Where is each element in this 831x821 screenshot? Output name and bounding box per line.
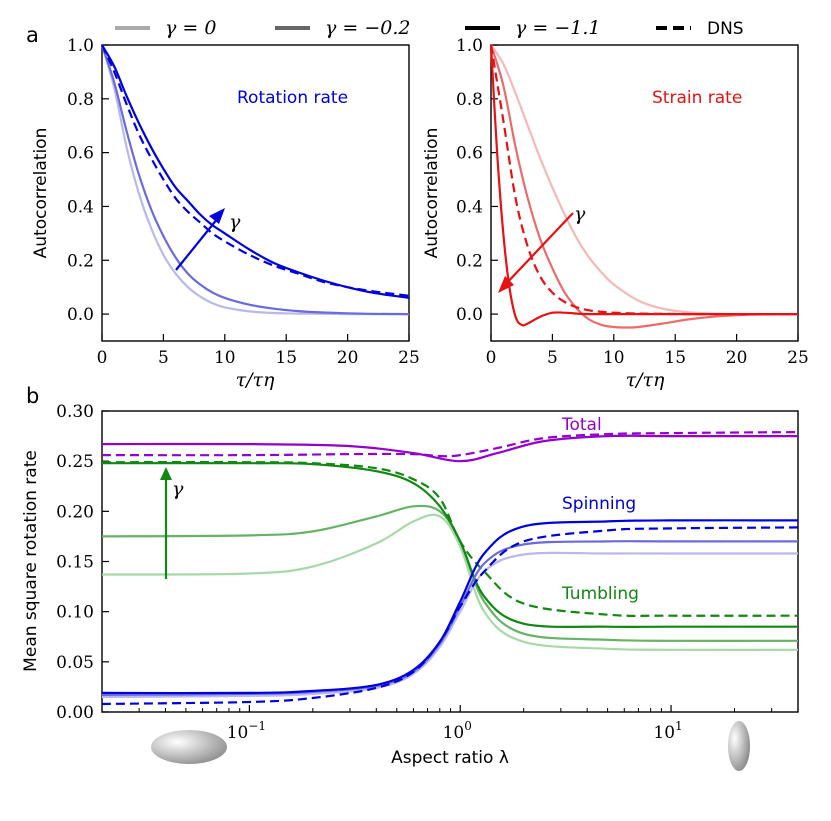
series-line-gamma-1-1 — [489, 44, 798, 327]
x-tick-label: 10 — [603, 348, 625, 368]
y-tick-label: 1.0 — [67, 36, 94, 56]
x-axis-ticks: 10−1 100 101 — [101, 705, 799, 743]
y-tick-label: 0.30 — [56, 402, 94, 422]
y-axis-ticks: 0.0 0.2 0.4 0.6 0.8 1.0 — [67, 36, 109, 325]
gamma-arrow — [175, 212, 223, 271]
prolate-spheroid-icon — [728, 721, 750, 771]
x-tick-label: 10−1 — [227, 719, 266, 743]
x-tick-label: 20 — [337, 348, 359, 368]
x-tick-label: 15 — [275, 348, 297, 368]
y-tick-label: 0.0 — [67, 305, 94, 325]
x-tick-label: 5 — [158, 348, 169, 368]
series-line-gamma-0 — [100, 44, 409, 316]
y-axis-label: Autocorrelation — [31, 128, 51, 259]
strain-rate-label: Strain rate — [652, 88, 742, 108]
y-tick-label: 0.15 — [56, 553, 94, 573]
gamma-arrow-head — [209, 208, 225, 224]
legend-label-gamma-0: γ = 0 — [165, 17, 216, 39]
y-tick-label: 0.05 — [56, 653, 94, 673]
series-line-total-gamma-1-1 — [101, 434, 798, 463]
gamma-arrow-label: γ — [229, 211, 241, 233]
y-tick-label: 0.8 — [456, 90, 483, 110]
gamma-arrow-label: γ — [172, 478, 184, 500]
series-line-gamma-0 — [490, 44, 798, 316]
rotation-rate-vs-aspect-ratio-chart: 10−1 100 101 0.000.050.100.150.200.250.30 … — [21, 402, 799, 771]
x-axis-label: τ/τη — [626, 369, 665, 391]
y-tick-label: 1.0 — [456, 36, 483, 56]
y-tick-label: 0.4 — [456, 197, 483, 217]
x-tick-label: 5 — [547, 348, 558, 368]
y-axis-ticks: 0.00 0.05 0.10 0.15 0.20 0.25 0.30 — [56, 402, 109, 723]
series-line-tumbling-gamma-0 — [101, 513, 799, 651]
x-axis-label: τ/τη — [236, 369, 275, 391]
total-label: Total — [561, 415, 602, 435]
x-tick-label: 25 — [398, 348, 420, 368]
series-line-total-dns — [101, 431, 799, 458]
gamma-arrow-head — [160, 467, 172, 480]
series-line-spinning-dns — [101, 526, 799, 706]
series-line-gamma-0-2 — [100, 44, 410, 316]
series-group — [100, 44, 410, 316]
y-tick-label: 0.25 — [56, 452, 94, 472]
x-tick-label: 100 — [443, 719, 472, 743]
gamma-arrow-head — [498, 276, 514, 293]
series-line-tumbling-dns — [101, 461, 799, 617]
legend-label-gamma-minus-1-1: γ = −1.1 — [515, 17, 601, 39]
y-tick-label: 0.0 — [456, 305, 483, 325]
series-group — [101, 431, 799, 706]
y-axis-ticks: 0.0 0.2 0.4 0.6 0.8 1.0 — [456, 36, 498, 325]
y-tick-label: 0.2 — [456, 251, 483, 271]
x-tick-label: 0 — [97, 348, 108, 368]
x-tick-label: 15 — [664, 348, 686, 368]
series-line-gamma-1-1 — [101, 44, 410, 299]
x-tick-label: 10 — [214, 348, 236, 368]
rotation-autocorrelation-chart: 0 5 10 15 20 25 0.0 0.2 0.4 0.6 0.8 1.0 Rotation r… — [31, 36, 420, 391]
tumbling-label: Tumbling — [561, 584, 639, 604]
x-tick-label: 25 — [787, 348, 809, 368]
y-tick-label: 0.4 — [67, 197, 94, 217]
series-line-spinning-gamma-0 — [101, 551, 799, 699]
y-tick-label: 0.2 — [67, 251, 94, 271]
gamma-arrow-label: γ — [574, 203, 586, 225]
x-axis-label: Aspect ratio λ — [391, 748, 509, 768]
y-tick-label: 0.6 — [456, 144, 483, 164]
series-line-dns — [489, 44, 798, 316]
strain-autocorrelation-chart: 0 5 10 15 20 25 0.0 0.2 0.4 0.6 0.8 1.0 Strain rat… — [422, 36, 809, 391]
series-line-gamma-0-2 — [489, 44, 799, 329]
panel-label-a: a — [26, 23, 39, 47]
rotation-rate-label: Rotation rate — [237, 88, 348, 108]
x-tick-label: 20 — [726, 348, 748, 368]
legend-label-gamma-minus-0-2: γ = −0.2 — [325, 17, 411, 39]
y-tick-label: 0.00 — [56, 703, 94, 723]
plot-frame — [101, 44, 410, 342]
gamma-arrow — [502, 212, 574, 288]
x-axis-ticks: 0 5 10 15 20 25 — [97, 334, 420, 368]
y-tick-label: 0.20 — [56, 502, 94, 522]
oblate-spheroid-icon — [151, 730, 227, 764]
legend-label-dns: DNS — [707, 19, 744, 39]
y-axis-label: Mean square rotation rate — [21, 450, 41, 672]
x-tick-label: 101 — [653, 719, 682, 743]
spinning-label: Spinning — [562, 494, 636, 514]
x-tick-label: 0 — [486, 348, 497, 368]
y-tick-label: 0.6 — [67, 144, 94, 164]
y-tick-label: 0.10 — [56, 603, 94, 623]
series-line-tumbling-gamma-1-1 — [101, 462, 798, 629]
series-group — [489, 44, 799, 329]
panel-label-b: b — [26, 384, 39, 408]
series-line-spinning-gamma-1-1 — [101, 519, 799, 695]
series-line-spinning-gamma-0-2 — [101, 540, 798, 696]
y-axis-label: Autocorrelation — [422, 128, 442, 259]
x-axis-ticks: 0 5 10 15 20 25 — [486, 334, 809, 368]
series-line-dns — [100, 44, 410, 297]
legend: γ = 0 γ = −0.2 γ = −1.1 DNS — [115, 17, 744, 39]
plot-frame — [490, 44, 799, 342]
y-tick-label: 0.8 — [67, 90, 94, 110]
